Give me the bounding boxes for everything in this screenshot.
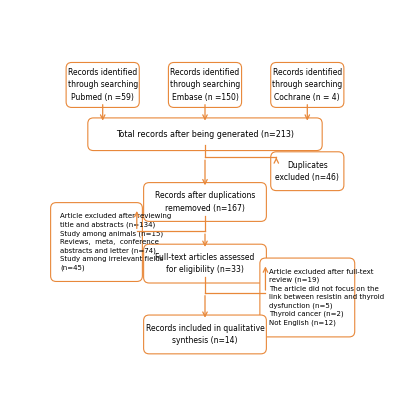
Text: Duplicates
excluded (n=46): Duplicates excluded (n=46): [275, 161, 339, 182]
Text: Article excluded after reviewing
title and abstracts (n=134)
Study among animals: Article excluded after reviewing title a…: [60, 213, 171, 271]
FancyBboxPatch shape: [51, 203, 142, 282]
FancyBboxPatch shape: [144, 315, 266, 354]
Text: Records identified
through searching
Cochrane (n = 4): Records identified through searching Coc…: [272, 68, 342, 102]
Text: Records identified
through searching
Pubmed (n =59): Records identified through searching Pub…: [68, 68, 138, 102]
FancyBboxPatch shape: [66, 62, 139, 108]
FancyBboxPatch shape: [144, 182, 266, 222]
Text: Article excluded after full-text
review (n=19)
The article did not focus on the
: Article excluded after full-text review …: [269, 269, 384, 326]
FancyBboxPatch shape: [168, 62, 242, 108]
FancyBboxPatch shape: [260, 258, 355, 337]
Text: Records included in qualitative
synthesis (n=14): Records included in qualitative synthesi…: [146, 324, 264, 345]
FancyBboxPatch shape: [271, 152, 344, 191]
Text: Records after duplications
rememoved (n=167): Records after duplications rememoved (n=…: [155, 192, 255, 212]
FancyBboxPatch shape: [88, 118, 322, 150]
Text: Full-text articles assessed
for eligibility (n=33): Full-text articles assessed for eligibil…: [155, 253, 255, 274]
FancyBboxPatch shape: [271, 62, 344, 108]
FancyBboxPatch shape: [144, 244, 266, 283]
Text: Total records after being generated (n=213): Total records after being generated (n=2…: [116, 130, 294, 139]
Text: Records identified
through searching
Embase (n =150): Records identified through searching Emb…: [170, 68, 240, 102]
